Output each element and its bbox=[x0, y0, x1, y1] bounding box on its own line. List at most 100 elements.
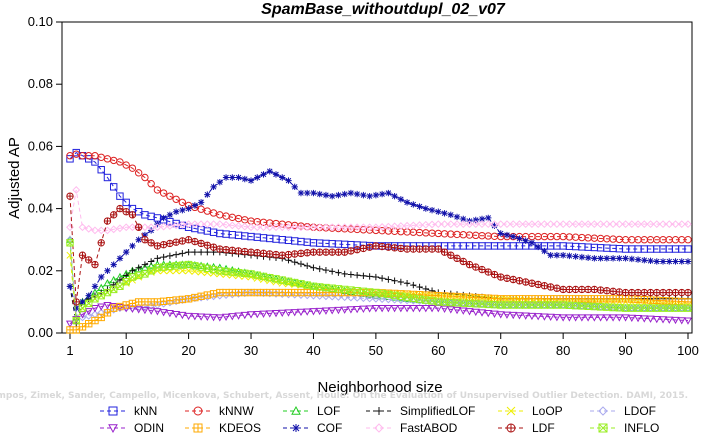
data-point bbox=[627, 314, 636, 322]
data-point bbox=[435, 208, 442, 215]
data-point bbox=[491, 222, 498, 229]
data-point bbox=[684, 220, 692, 229]
data-point bbox=[97, 239, 105, 247]
data-point bbox=[109, 302, 118, 311]
data-point bbox=[109, 211, 118, 219]
data-point bbox=[428, 245, 436, 253]
data-point bbox=[260, 171, 267, 178]
data-point bbox=[459, 307, 468, 315]
data-point bbox=[598, 423, 608, 433]
data-point bbox=[590, 314, 599, 322]
data-point bbox=[415, 245, 424, 253]
data-point bbox=[284, 290, 293, 299]
data-point bbox=[515, 312, 524, 320]
y-axis-label: Adjusted AP bbox=[6, 137, 23, 219]
data-point bbox=[540, 313, 549, 321]
data-point bbox=[478, 220, 486, 229]
data-point bbox=[421, 220, 430, 229]
data-point bbox=[271, 310, 281, 318]
data-point bbox=[684, 304, 692, 312]
data-point bbox=[515, 220, 524, 229]
legend: kNN kNNW LOF SimplifiedLOF LoOP LDOF ODIN KDEOS… bbox=[100, 404, 659, 434]
data-point bbox=[103, 217, 112, 225]
data-point bbox=[259, 249, 268, 258]
data-point bbox=[97, 166, 105, 174]
data-point bbox=[485, 214, 492, 222]
data-point bbox=[577, 220, 586, 229]
data-point bbox=[472, 263, 480, 271]
data-point bbox=[353, 271, 361, 279]
data-point bbox=[540, 220, 549, 229]
data-point bbox=[215, 314, 224, 322]
data-point bbox=[472, 216, 479, 224]
data-point bbox=[78, 223, 87, 232]
series-line bbox=[69, 304, 689, 325]
data-point bbox=[254, 174, 261, 181]
data-point bbox=[678, 288, 686, 297]
data-point bbox=[266, 250, 274, 258]
data-point bbox=[216, 211, 224, 219]
data-point bbox=[78, 304, 87, 312]
data-point bbox=[597, 255, 604, 262]
data-point bbox=[552, 314, 561, 322]
data-point bbox=[165, 298, 174, 307]
x-tick-label: 40 bbox=[306, 343, 320, 358]
data-point bbox=[160, 253, 167, 261]
data-point bbox=[185, 267, 193, 275]
data-point bbox=[66, 283, 74, 290]
data-point bbox=[591, 255, 598, 262]
data-point bbox=[222, 291, 230, 299]
data-point bbox=[603, 255, 611, 262]
data-point bbox=[72, 326, 80, 334]
data-point bbox=[172, 262, 180, 270]
data-point bbox=[222, 246, 230, 254]
data-point bbox=[453, 254, 461, 262]
data-point bbox=[621, 314, 630, 322]
data-point bbox=[78, 313, 87, 322]
data-point bbox=[66, 251, 74, 259]
data-point bbox=[303, 308, 312, 316]
data-point bbox=[278, 251, 286, 259]
data-point bbox=[147, 267, 155, 275]
data-point bbox=[665, 288, 673, 297]
data-point bbox=[571, 314, 580, 322]
data-point bbox=[116, 255, 124, 262]
data-point bbox=[322, 248, 330, 256]
plot-frame bbox=[61, 21, 693, 334]
data-point bbox=[340, 306, 349, 314]
x-tick-label: 100 bbox=[677, 343, 699, 358]
data-point bbox=[284, 251, 293, 259]
data-point bbox=[103, 301, 112, 310]
data-point bbox=[622, 255, 629, 262]
data-point bbox=[222, 174, 230, 181]
legend-label: kNNW bbox=[219, 404, 254, 418]
series-fastabod bbox=[66, 186, 692, 235]
data-point bbox=[521, 278, 530, 286]
data-point bbox=[390, 222, 399, 231]
data-point bbox=[515, 295, 524, 303]
data-point bbox=[203, 207, 212, 215]
series-ldf bbox=[66, 192, 692, 306]
data-point bbox=[141, 261, 149, 268]
data-point bbox=[309, 223, 318, 232]
data-point bbox=[316, 265, 323, 273]
x-tick-label: 80 bbox=[556, 343, 570, 358]
data-point bbox=[397, 196, 405, 203]
data-point bbox=[165, 222, 174, 230]
data-point bbox=[422, 285, 430, 293]
data-point bbox=[522, 237, 529, 244]
data-point bbox=[172, 251, 180, 258]
x-tick-label: 30 bbox=[244, 343, 258, 358]
data-point bbox=[571, 220, 580, 229]
data-point bbox=[471, 308, 480, 317]
data-point bbox=[506, 406, 516, 416]
data-point bbox=[278, 223, 287, 232]
data-point bbox=[66, 192, 74, 200]
data-point bbox=[428, 220, 436, 229]
data-point bbox=[571, 285, 580, 294]
data-point bbox=[428, 297, 436, 306]
data-point bbox=[203, 291, 212, 299]
data-point bbox=[253, 223, 262, 232]
data-point bbox=[421, 305, 430, 313]
data-point bbox=[272, 171, 280, 178]
